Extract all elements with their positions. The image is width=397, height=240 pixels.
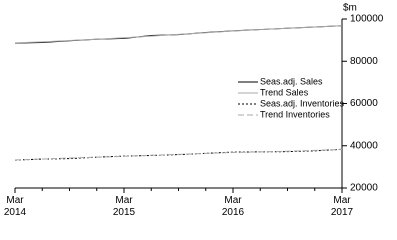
y-tick-label: 100000 [350,14,384,25]
chart: $m 20000 40000 60000 80000 100000 Mar 2014 Mar 2… [4,3,384,218]
legend-label: Trend Inventories [260,109,330,119]
y-tick-label: 60000 [350,98,378,109]
y-tick-label: 40000 [350,140,378,151]
y-tick-label: 80000 [350,56,378,67]
page: {"chart_data": {"type": "line", "y_unit"… [3,2,384,218]
legend-label: Seas.adj. Sales [260,76,323,86]
legend-label: Trend Sales [260,87,309,97]
x-tick-label: Mar 2017 [331,195,354,218]
y-tick-label: 20000 [350,183,378,194]
x-tick-label: Mar 2015 [113,195,136,218]
legend-label: Seas.adj. Inventories [260,98,345,108]
series-line [14,149,343,161]
x-tick-label: Mar 2016 [222,195,245,218]
series-line [14,25,343,44]
y-unit: $m [343,3,357,14]
x-tick-label: Mar 2014 [4,195,27,218]
